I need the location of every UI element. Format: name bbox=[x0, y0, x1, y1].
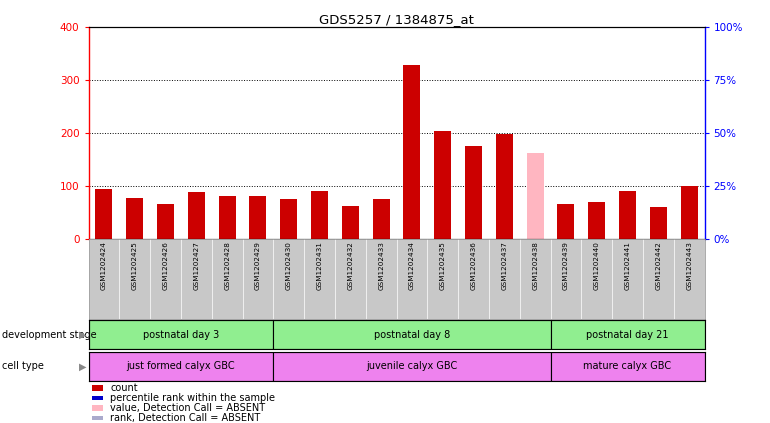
Bar bbox=[557, 203, 574, 239]
Title: GDS5257 / 1384875_at: GDS5257 / 1384875_at bbox=[319, 14, 474, 26]
Bar bbox=[95, 189, 112, 239]
Bar bbox=[273, 352, 551, 381]
Text: GSM1202433: GSM1202433 bbox=[378, 242, 384, 290]
Text: just formed calyx GBC: just formed calyx GBC bbox=[126, 361, 236, 371]
Bar bbox=[92, 416, 102, 420]
Text: GSM1202431: GSM1202431 bbox=[316, 242, 323, 290]
Text: development stage: development stage bbox=[2, 330, 96, 340]
Text: GSM1202443: GSM1202443 bbox=[686, 242, 692, 290]
Text: GSM1202425: GSM1202425 bbox=[132, 242, 138, 290]
Text: juvenile calyx GBC: juvenile calyx GBC bbox=[367, 361, 457, 371]
Text: GSM1202426: GSM1202426 bbox=[162, 242, 169, 290]
Text: count: count bbox=[110, 383, 138, 393]
Bar bbox=[403, 65, 420, 239]
Text: GSM1202442: GSM1202442 bbox=[655, 242, 661, 290]
Bar bbox=[92, 385, 102, 390]
Bar bbox=[527, 153, 544, 239]
Text: GSM1202440: GSM1202440 bbox=[594, 242, 600, 290]
Text: GSM1202427: GSM1202427 bbox=[193, 242, 199, 290]
Bar bbox=[619, 192, 636, 239]
Bar bbox=[273, 320, 551, 349]
Text: GSM1202429: GSM1202429 bbox=[255, 242, 261, 290]
Text: ▶: ▶ bbox=[79, 330, 87, 340]
Text: GSM1202441: GSM1202441 bbox=[624, 242, 631, 290]
Text: GSM1202432: GSM1202432 bbox=[347, 242, 353, 290]
Text: postnatal day 3: postnatal day 3 bbox=[142, 330, 219, 340]
Bar bbox=[188, 192, 205, 239]
Bar bbox=[89, 320, 273, 349]
Text: value, Detection Call = ABSENT: value, Detection Call = ABSENT bbox=[110, 403, 265, 413]
Bar bbox=[249, 196, 266, 239]
Bar bbox=[89, 352, 273, 381]
Text: postnatal day 8: postnatal day 8 bbox=[373, 330, 450, 340]
Bar bbox=[219, 196, 236, 239]
Bar bbox=[551, 352, 705, 381]
Text: rank, Detection Call = ABSENT: rank, Detection Call = ABSENT bbox=[110, 413, 260, 423]
Bar bbox=[650, 207, 667, 239]
Text: GSM1202436: GSM1202436 bbox=[470, 242, 477, 290]
Bar bbox=[434, 131, 451, 239]
Bar bbox=[342, 206, 359, 239]
Text: cell type: cell type bbox=[2, 361, 43, 371]
Bar bbox=[126, 198, 143, 239]
Text: percentile rank within the sample: percentile rank within the sample bbox=[110, 393, 275, 403]
Text: mature calyx GBC: mature calyx GBC bbox=[584, 361, 671, 371]
Bar bbox=[551, 320, 705, 349]
Text: postnatal day 21: postnatal day 21 bbox=[586, 330, 669, 340]
Text: GSM1202438: GSM1202438 bbox=[532, 242, 538, 290]
Bar bbox=[496, 135, 513, 239]
Bar bbox=[373, 199, 390, 239]
Bar bbox=[465, 146, 482, 239]
Text: ▶: ▶ bbox=[79, 361, 87, 371]
Bar bbox=[280, 199, 297, 239]
Bar bbox=[157, 203, 174, 239]
Bar bbox=[681, 186, 698, 239]
Bar bbox=[588, 202, 605, 239]
Text: GSM1202437: GSM1202437 bbox=[501, 242, 507, 290]
Text: GSM1202434: GSM1202434 bbox=[409, 242, 415, 290]
Text: GSM1202428: GSM1202428 bbox=[224, 242, 230, 290]
Text: GSM1202424: GSM1202424 bbox=[101, 242, 107, 290]
Bar bbox=[92, 396, 102, 400]
Text: GSM1202435: GSM1202435 bbox=[440, 242, 446, 290]
Bar bbox=[311, 192, 328, 239]
Text: GSM1202430: GSM1202430 bbox=[286, 242, 292, 290]
Bar bbox=[92, 405, 102, 411]
Text: GSM1202439: GSM1202439 bbox=[563, 242, 569, 290]
